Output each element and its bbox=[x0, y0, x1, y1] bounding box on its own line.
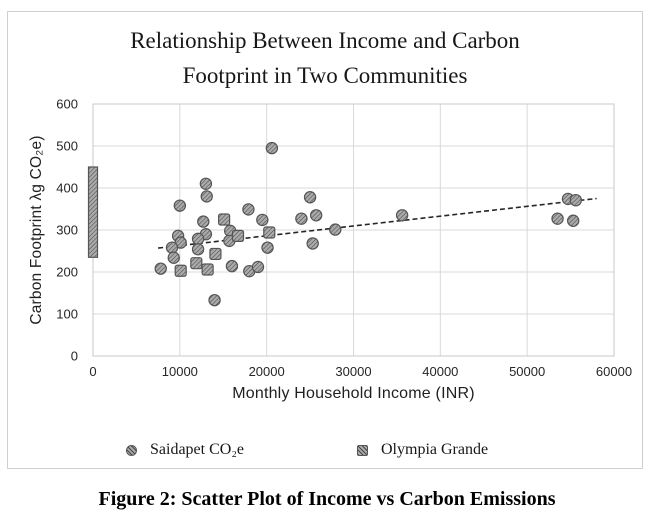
data-point-saidapet bbox=[551, 212, 564, 225]
y-tick-label: 400 bbox=[56, 181, 78, 196]
y-tick-label: 100 bbox=[56, 307, 78, 322]
y-tick-label: 0 bbox=[71, 349, 78, 364]
data-point-olympia bbox=[201, 263, 214, 276]
data-point-saidapet bbox=[295, 212, 308, 225]
x-tick-label: 40000 bbox=[422, 364, 458, 379]
data-point-saidapet bbox=[265, 141, 279, 155]
data-point-saidapet bbox=[309, 209, 323, 222]
y-tick-label: 600 bbox=[56, 97, 78, 112]
figure-caption: Figure 2: Scatter Plot of Income vs Carb… bbox=[98, 488, 556, 510]
data-point-olympia bbox=[231, 229, 245, 242]
data-point-saidapet bbox=[251, 260, 265, 274]
legend-item-olympia: Olympia Grande bbox=[357, 441, 488, 459]
x-tick-label: 50000 bbox=[509, 364, 545, 379]
x-tick-label: 30000 bbox=[335, 364, 371, 379]
data-point-saidapet bbox=[303, 191, 317, 204]
data-point-saidapet bbox=[261, 241, 274, 254]
data-point-saidapet bbox=[256, 213, 269, 227]
data-point-olympia bbox=[174, 264, 187, 277]
data-point-saidapet bbox=[306, 237, 319, 250]
data-point-saidapet bbox=[208, 293, 221, 307]
y-tick-label: 500 bbox=[56, 139, 78, 154]
data-point-olympia bbox=[190, 257, 203, 270]
data-point-saidapet bbox=[191, 232, 205, 246]
data-point-olympia bbox=[218, 213, 231, 226]
data-point-olympia bbox=[263, 226, 276, 239]
data-point-saidapet bbox=[173, 199, 187, 212]
x-tick-label: 20000 bbox=[249, 364, 285, 379]
legend-label-olympia: Olympia Grande bbox=[381, 441, 489, 458]
data-point-saidapet bbox=[225, 259, 239, 273]
data-point-saidapet bbox=[200, 190, 213, 203]
square-marker-icon bbox=[357, 444, 368, 456]
zero-income-marker-stack bbox=[87, 166, 99, 258]
y-axis-title: Carbon Footprint λg CO₂e) bbox=[28, 135, 45, 325]
data-point-saidapet bbox=[242, 203, 255, 216]
chart-title-line1: Relationship Between Income and Carbon bbox=[130, 28, 520, 53]
data-point-saidapet bbox=[191, 243, 205, 256]
x-tick-label: 60000 bbox=[596, 364, 632, 379]
data-point-saidapet bbox=[165, 241, 179, 254]
chart-title-line2: Footprint in Two Communities bbox=[182, 62, 468, 88]
data-point-saidapet bbox=[566, 214, 580, 227]
data-point-saidapet bbox=[395, 209, 409, 222]
x-axis-title: Monthly Household Income (INR) bbox=[232, 385, 475, 402]
scatter-plot-canvas: 0 10000 20000 30000 40000 50000 60000 0 100 200 30… bbox=[56, 97, 632, 380]
circle-marker-icon bbox=[126, 444, 137, 456]
data-point-saidapet bbox=[167, 251, 180, 264]
data-point-saidapet bbox=[329, 223, 342, 236]
x-tick-label: 0 bbox=[89, 364, 96, 379]
chart-title: Relationship Between Income and Carbon F… bbox=[8, 24, 642, 93]
data-point-saidapet bbox=[197, 215, 210, 228]
data-point-saidapet bbox=[154, 262, 167, 275]
legend-label-saidapet: Saidapet CO₂e bbox=[150, 441, 244, 458]
data-point-olympia bbox=[209, 247, 222, 261]
y-tick-label: 200 bbox=[56, 265, 78, 280]
data-point-saidapet bbox=[199, 177, 213, 190]
x-tick-label: 10000 bbox=[162, 364, 198, 379]
data-point-saidapet bbox=[569, 193, 582, 207]
chart-container: Relationship Between Income and Carbon F… bbox=[7, 11, 643, 469]
y-tick-label: 300 bbox=[56, 223, 78, 238]
legend-item-saidapet: Saidapet CO₂e bbox=[126, 441, 244, 459]
